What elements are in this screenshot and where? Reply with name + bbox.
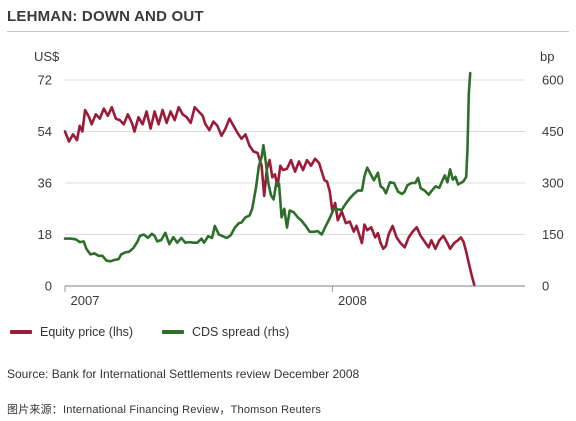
chart-title: LEHMAN: DOWN AND OUT [7, 8, 204, 25]
line-chart: 0 18 36 54 72 0 150 300 450 600 2007 2008 [38, 71, 564, 308]
cds-spread-line [63, 71, 472, 263]
right-tick-label: 150 [542, 227, 564, 242]
image-credit: 图片来源：International Financing Review，Thom… [7, 404, 322, 416]
source-note: Source: Bank for International Settlemen… [7, 367, 360, 381]
legend-swatch-cds [162, 330, 184, 334]
right-tick-label: 0 [542, 279, 549, 294]
title-divider [7, 31, 569, 32]
legend-item-equity: Equity price (lhs) [10, 325, 133, 339]
equity-price-line [63, 105, 476, 286]
right-tick-label: 600 [542, 73, 564, 88]
legend-label-equity: Equity price (lhs) [40, 325, 134, 339]
left-tick-label: 54 [38, 124, 52, 139]
left-tick-label: 72 [38, 73, 52, 88]
legend-label-cds: CDS spread (rhs) [192, 325, 290, 339]
x-tick-label: 2007 [71, 293, 100, 308]
left-axis-unit: US$ [34, 49, 60, 64]
left-tick-label: 0 [45, 279, 52, 294]
x-tick-label: 2008 [338, 293, 367, 308]
right-axis-unit: bp [540, 49, 555, 64]
left-tick-label: 36 [38, 176, 52, 191]
legend-swatch-equity [10, 330, 32, 334]
legend-item-cds: CDS spread (rhs) [162, 325, 289, 339]
left-tick-label: 18 [38, 227, 52, 242]
right-tick-label: 300 [542, 176, 564, 191]
right-tick-label: 450 [542, 124, 564, 139]
